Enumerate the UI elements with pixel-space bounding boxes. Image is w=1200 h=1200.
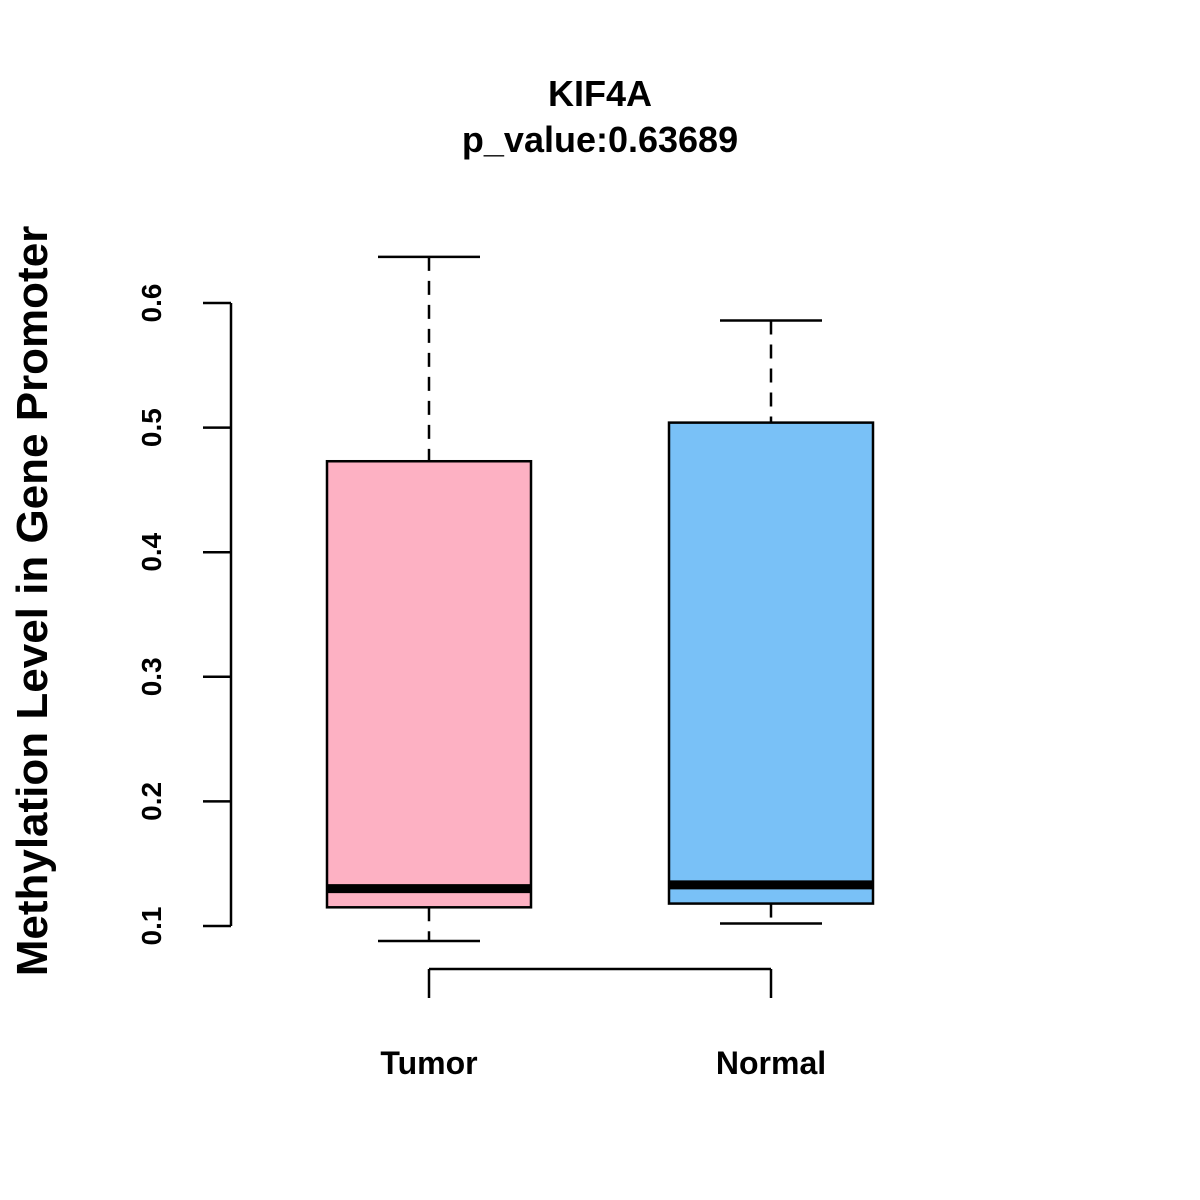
x-axis: Tumor Normal <box>380 967 826 1081</box>
box-normal <box>667 319 875 925</box>
chart-title: KIF4A <box>548 73 652 114</box>
y-axis: 0.1 0.2 0.3 0.4 0.5 0.6 <box>136 284 233 946</box>
box-tumor <box>325 255 533 943</box>
x-tick-label-tumor: Tumor <box>380 1045 477 1081</box>
y-tick-label: 0.5 <box>136 408 167 447</box>
iqr-box <box>325 459 533 909</box>
y-tick-label: 0.3 <box>136 657 167 696</box>
iqr-box <box>667 421 875 905</box>
y-tick-label: 0.4 <box>136 532 167 571</box>
chart-subtitle: p_value:0.63689 <box>462 119 738 160</box>
box-group <box>325 255 875 943</box>
y-tick-label: 0.1 <box>136 907 167 946</box>
x-tick-label-normal: Normal <box>716 1045 826 1081</box>
y-axis-label: Methylation Level in Gene Promoter <box>8 226 57 977</box>
y-tick-label: 0.6 <box>136 284 167 323</box>
y-tick-label: 0.2 <box>136 782 167 821</box>
